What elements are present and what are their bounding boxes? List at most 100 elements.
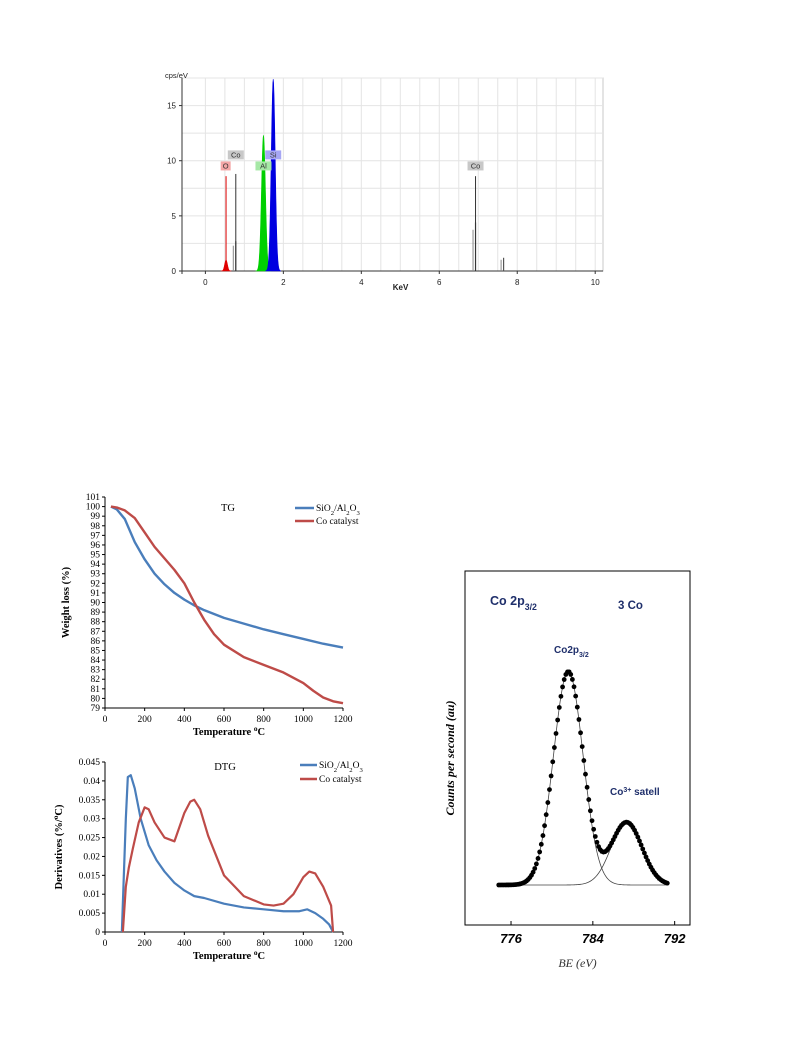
eds-y-tick-label: 5 bbox=[172, 212, 177, 221]
tg-y-tick-label: 82 bbox=[91, 675, 101, 685]
tg-y-tick-label: 84 bbox=[91, 656, 101, 666]
xps-data-point bbox=[635, 834, 641, 840]
eds-spectrum-panel: 0 2 4 6 8 10 0 5 10 15 cps/eV KeV O Co Al Si Co bbox=[145, 70, 615, 300]
tg-y-tick-label: 95 bbox=[91, 551, 101, 561]
xps-data-point bbox=[576, 717, 582, 722]
tg-x-tick-label: 0 bbox=[103, 715, 108, 725]
tg-y-tick-label: 80 bbox=[91, 694, 101, 704]
tg-x-tick-label: 200 bbox=[138, 715, 153, 725]
tg-y-tick-label: 99 bbox=[91, 512, 101, 522]
xps-data-point bbox=[560, 684, 565, 690]
xps-data-point bbox=[537, 849, 543, 855]
tg-x-tick-label: 800 bbox=[257, 715, 272, 725]
xps-title: Co 2p3/2 bbox=[490, 594, 537, 612]
tg-y-tick-label: 88 bbox=[91, 618, 101, 628]
xps-data-point bbox=[586, 797, 592, 802]
xps-data-point bbox=[535, 856, 541, 861]
xps-data-point bbox=[532, 866, 538, 871]
tg-chart: 7980818283848586878889909192939495969798… bbox=[61, 493, 360, 739]
tg-legend-label: Co catalyst bbox=[316, 517, 359, 527]
tg-y-tick-label: 94 bbox=[91, 560, 101, 570]
dtg-y-tick-label: 0.005 bbox=[79, 909, 101, 919]
xps-frame bbox=[464, 570, 691, 926]
xps-data-point bbox=[581, 758, 587, 763]
tg-series-line bbox=[110, 505, 344, 649]
eds-x-tick-label: 2 bbox=[281, 278, 286, 287]
tg-x-tick-label: 400 bbox=[177, 715, 192, 725]
dtg-legend-label: SiO2/Al2O3 bbox=[319, 761, 363, 774]
tg-x-tick-label: 1000 bbox=[294, 715, 313, 725]
eds-x-tick-label: 10 bbox=[591, 278, 600, 287]
tg-y-tick-label: 93 bbox=[91, 570, 101, 580]
tg-series-line bbox=[110, 505, 344, 705]
tg-y-tick-label: 92 bbox=[91, 579, 101, 589]
xps-data-point bbox=[558, 693, 564, 699]
xps-data-point bbox=[540, 833, 546, 838]
xps-data-point bbox=[538, 841, 544, 847]
xps-species-label: 3 Co bbox=[618, 600, 643, 612]
eds-y-tick-label: 10 bbox=[167, 157, 176, 166]
eds-y-tick-label: 15 bbox=[167, 102, 176, 111]
eds-element-label-box bbox=[255, 161, 272, 171]
dtg-y-tick-label: 0.04 bbox=[83, 777, 100, 787]
xps-data-point bbox=[640, 846, 646, 852]
dtg-x-tick-label: 800 bbox=[257, 939, 272, 949]
dtg-y-tick-label: 0.035 bbox=[79, 796, 101, 806]
eds-x-axis-label: KeV bbox=[393, 283, 409, 292]
tg-y-tick-label: 96 bbox=[91, 541, 101, 551]
tg-y-tick-label: 86 bbox=[91, 637, 101, 647]
xps-data-point bbox=[643, 854, 649, 860]
xps-data-point bbox=[641, 850, 647, 856]
dtg-legend-label: Co catalyst bbox=[319, 775, 362, 785]
xps-data-point bbox=[584, 784, 590, 790]
eds-element-label-box bbox=[467, 161, 484, 171]
tg-x-tick-label: 600 bbox=[217, 715, 232, 725]
xps-data-point bbox=[542, 823, 547, 829]
tg-y-tick-label: 100 bbox=[86, 503, 101, 513]
xps-x-axis-label: BE (eV) bbox=[558, 956, 596, 970]
dtg-x-axis-label: Temperature oC bbox=[193, 948, 265, 963]
xps-data-points bbox=[496, 669, 670, 888]
dtg-panel: 0 0.005 0.01 0.015 0.02 0.025 0.03 0.035 0.04 0.0… bbox=[45, 752, 395, 977]
xps-data-point bbox=[550, 759, 556, 765]
tg-y-tick-label: 87 bbox=[91, 627, 101, 637]
eds-element-label: Al bbox=[260, 161, 267, 170]
xps-data-point bbox=[533, 861, 539, 867]
tg-y-tick-label: 79 bbox=[91, 704, 101, 714]
xps-data-point bbox=[589, 818, 595, 824]
dtg-y-tick-label: 0.03 bbox=[83, 815, 100, 825]
dtg-y-tick-label: 0 bbox=[95, 928, 100, 938]
xps-data-point bbox=[594, 839, 600, 845]
dtg-y-tick-label: 0.015 bbox=[79, 871, 101, 881]
xps-x-tick-label: 792 bbox=[664, 931, 686, 946]
dtg-y-tick-label: 0.02 bbox=[83, 852, 100, 862]
eds-x-tick-label: 0 bbox=[203, 278, 208, 287]
tg-x-axis-label: Temperature oC bbox=[193, 724, 265, 739]
dtg-x-tick-label: 1000 bbox=[294, 939, 313, 949]
eds-element-label: Co bbox=[231, 150, 241, 159]
dtg-x-tick-label: 1200 bbox=[334, 939, 353, 949]
dtg-y-tick-label: 0.01 bbox=[83, 890, 100, 900]
eds-element-label-box bbox=[265, 150, 282, 160]
tg-y-tick-label: 90 bbox=[91, 599, 101, 609]
xps-data-point bbox=[573, 693, 579, 699]
xps-data-point bbox=[583, 771, 588, 777]
xps-data-point bbox=[637, 838, 642, 844]
tg-y-tick-label: 91 bbox=[91, 589, 101, 599]
xps-data-point bbox=[561, 677, 567, 682]
eds-element-label: Si bbox=[270, 150, 277, 159]
xps-data-point bbox=[638, 842, 644, 848]
dtg-x-tick-label: 0 bbox=[103, 939, 108, 949]
eds-si-peak bbox=[265, 79, 282, 272]
tg-y-tick-label: 97 bbox=[91, 531, 101, 541]
eds-x-tick-label: 4 bbox=[359, 278, 364, 287]
eds-element-label: Co bbox=[471, 161, 481, 170]
xps-data-point bbox=[578, 730, 583, 736]
xps-data-point bbox=[551, 745, 557, 750]
xps-data-point bbox=[545, 800, 551, 805]
xps-chart: 776 784 792 BE (eV) Counts per second (au) Co… bbox=[443, 570, 691, 970]
xps-data-point bbox=[548, 773, 554, 779]
tg-y-tick-label: 89 bbox=[91, 608, 101, 618]
xps-data-point bbox=[553, 731, 559, 736]
dtg-x-tick-label: 600 bbox=[217, 939, 232, 949]
